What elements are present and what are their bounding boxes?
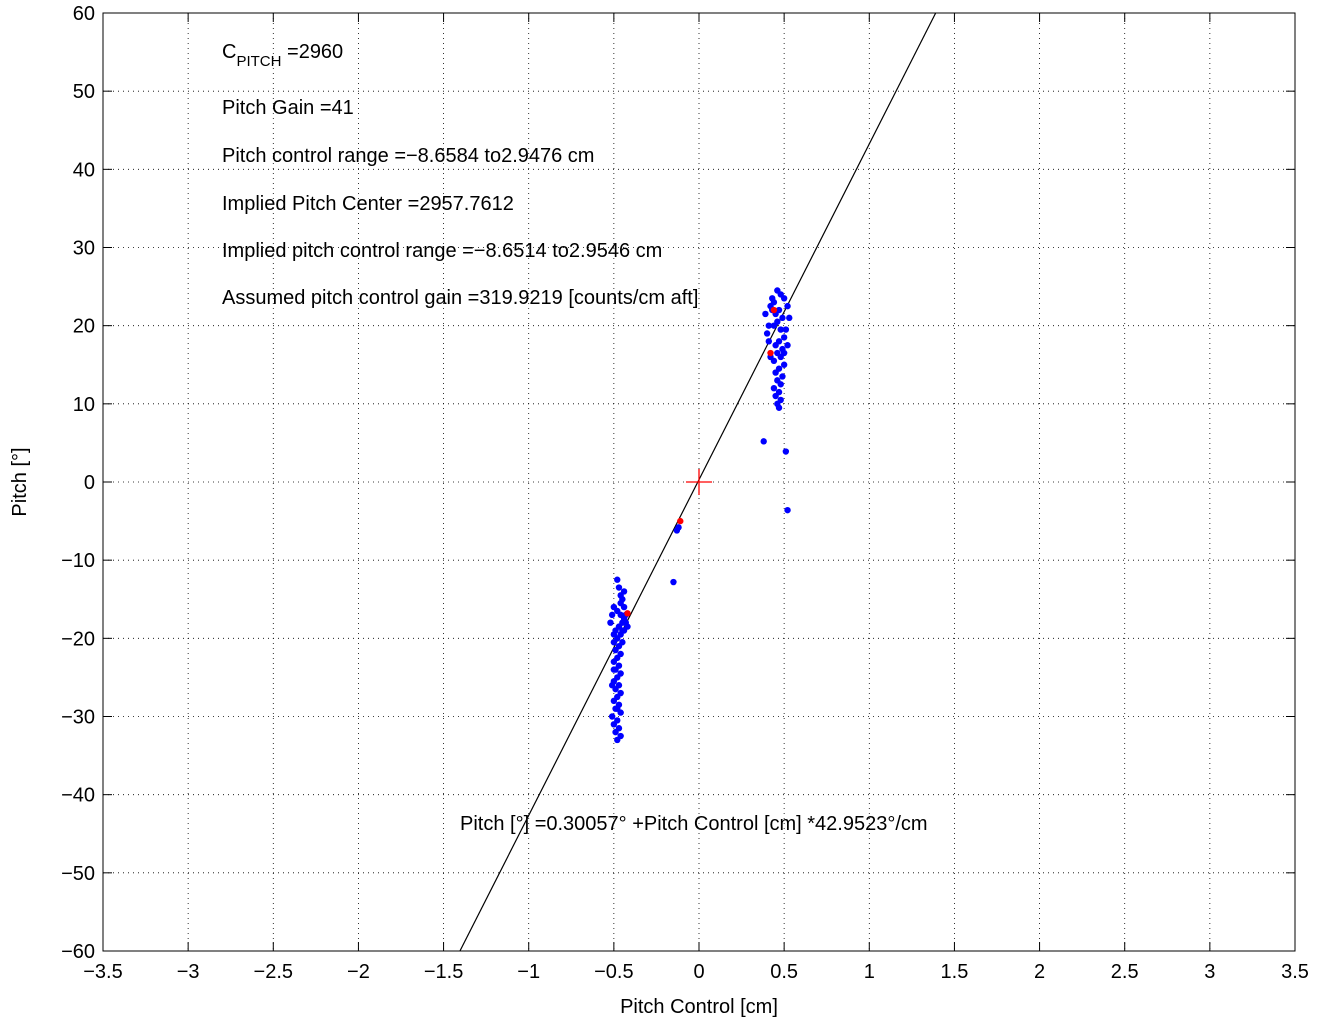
data-point-blue [608, 713, 616, 720]
x-axis-label: Pitch Control [cm] [620, 996, 778, 1018]
data-point-red [767, 349, 774, 357]
data-point-blue [617, 599, 624, 607]
data-point-blue [670, 578, 677, 586]
x-tick-label: 3 [1204, 961, 1215, 983]
data-point-blue [608, 611, 616, 619]
annotation-c-pitch-main: C [222, 41, 236, 63]
data-point-blue [610, 666, 618, 673]
x-tick-label: −1 [517, 961, 540, 983]
data-point-blue [760, 438, 767, 445]
x-tick-label: −3.5 [83, 961, 122, 983]
annotation-assumed-gain: Assumed pitch control gain =319.9219 [co… [222, 287, 698, 309]
data-point-blue [620, 588, 628, 595]
data-point-blue [784, 506, 791, 514]
x-tick-label: −2.5 [254, 961, 293, 983]
y-tick-label: −30 [61, 707, 95, 729]
y-tick-label: 10 [73, 394, 95, 416]
annotation-pitch-gain: Pitch Gain =41 [222, 97, 354, 119]
data-point-blue [784, 302, 791, 310]
y-tick-label: 0 [84, 472, 95, 494]
x-tick-label: 0 [693, 961, 704, 983]
data-point-blue [612, 646, 619, 654]
data-point-blue [780, 295, 788, 302]
data-point-blue [765, 338, 773, 345]
data-point-blue [777, 381, 784, 388]
data-point-blue [610, 658, 618, 665]
data-point-red [624, 610, 631, 617]
annotation-pitch-control-range: Pitch control range =−8.6584 to2.9476 cm [222, 145, 594, 167]
data-point-blue [784, 342, 791, 349]
y-tick-label: −60 [61, 941, 95, 963]
x-tick-label: 1.5 [941, 961, 969, 983]
data-point-blue [779, 314, 786, 322]
center-marker [686, 469, 712, 495]
data-point-blue [619, 627, 626, 634]
y-tick-label: 30 [73, 238, 95, 260]
data-point-blue [786, 314, 793, 322]
x-axis-ticks: −3.5 −3 −2.5 −2 −1.5 −1 −0.5 0 0.5 1 1.5 2 2.5 3 3.5 [83, 13, 1309, 983]
data-point-blue [615, 584, 623, 591]
data-point-blue [770, 322, 778, 329]
annotation-c-pitch-subscript: PITCH [236, 53, 281, 70]
annotation-c-pitch: CPITCH =2960 [222, 41, 343, 70]
annotation-implied-center: Implied Pitch Center =2957.7612 [222, 193, 514, 215]
x-tick-label: −3 [177, 961, 200, 983]
data-point-blue [608, 682, 616, 689]
annotation-block: CPITCH =2960 Pitch Gain =41 Pitch contro… [222, 41, 698, 309]
data-point-blue [772, 342, 779, 349]
data-point-blue [780, 361, 788, 368]
data-point-blue [772, 392, 779, 400]
data-point-blue [614, 705, 621, 712]
data-point-blue [780, 334, 788, 341]
y-tick-label: −10 [61, 550, 95, 572]
data-point-blue [673, 527, 681, 534]
data-point-blue [779, 373, 786, 380]
data-point-blue [614, 736, 621, 744]
data-point-blue [762, 310, 769, 318]
data-point-blue [782, 326, 790, 333]
x-tick-label: −1.5 [424, 961, 463, 983]
data-point-blue [777, 326, 784, 333]
data-point-blue [607, 619, 614, 626]
annotation-implied-range: Implied pitch control range =−8.6514 to2… [222, 240, 662, 262]
y-axis-ticks: −60 −50 −40 −30 −20 −10 0 10 20 30 40 50 60 [61, 3, 1295, 963]
data-point-blue [780, 349, 788, 357]
y-tick-label: 50 [73, 81, 95, 103]
data-point-blue [610, 639, 618, 646]
y-tick-label: −40 [61, 785, 95, 807]
y-tick-label: −20 [61, 628, 95, 650]
data-point-blue [770, 385, 778, 392]
annotation-c-pitch-value: =2960 [281, 41, 343, 63]
x-tick-label: 0.5 [770, 961, 798, 983]
data-point-blue [610, 697, 618, 705]
y-tick-label: 40 [73, 159, 95, 181]
x-tick-label: 2 [1034, 961, 1045, 983]
fit-equation: Pitch [°] =0.30057° +Pitch Control [cm] … [460, 813, 928, 835]
y-tick-label: 60 [73, 3, 95, 25]
grid [103, 13, 1295, 951]
data-points [607, 287, 793, 744]
data-point-blue [769, 295, 776, 302]
y-tick-label: 20 [73, 316, 95, 338]
data-point-blue [772, 369, 779, 376]
y-tick-label: −50 [61, 863, 95, 885]
x-tick-label: −2 [347, 961, 370, 983]
data-point-red [677, 517, 684, 525]
x-tick-label: 1 [864, 961, 875, 983]
data-point-blue [614, 576, 621, 583]
data-point-blue [763, 330, 771, 337]
data-point-blue [612, 728, 619, 736]
data-point-blue [619, 639, 626, 646]
data-point-red [770, 306, 778, 314]
y-axis-label: Pitch [°] [9, 447, 31, 516]
data-point-blue [765, 322, 773, 329]
data-point-blue [782, 448, 790, 455]
data-point-blue [610, 721, 618, 728]
x-tick-label: −0.5 [594, 961, 633, 983]
x-tick-label: 3.5 [1281, 961, 1309, 983]
x-tick-label: 2.5 [1111, 961, 1139, 983]
data-point-blue [775, 404, 783, 411]
